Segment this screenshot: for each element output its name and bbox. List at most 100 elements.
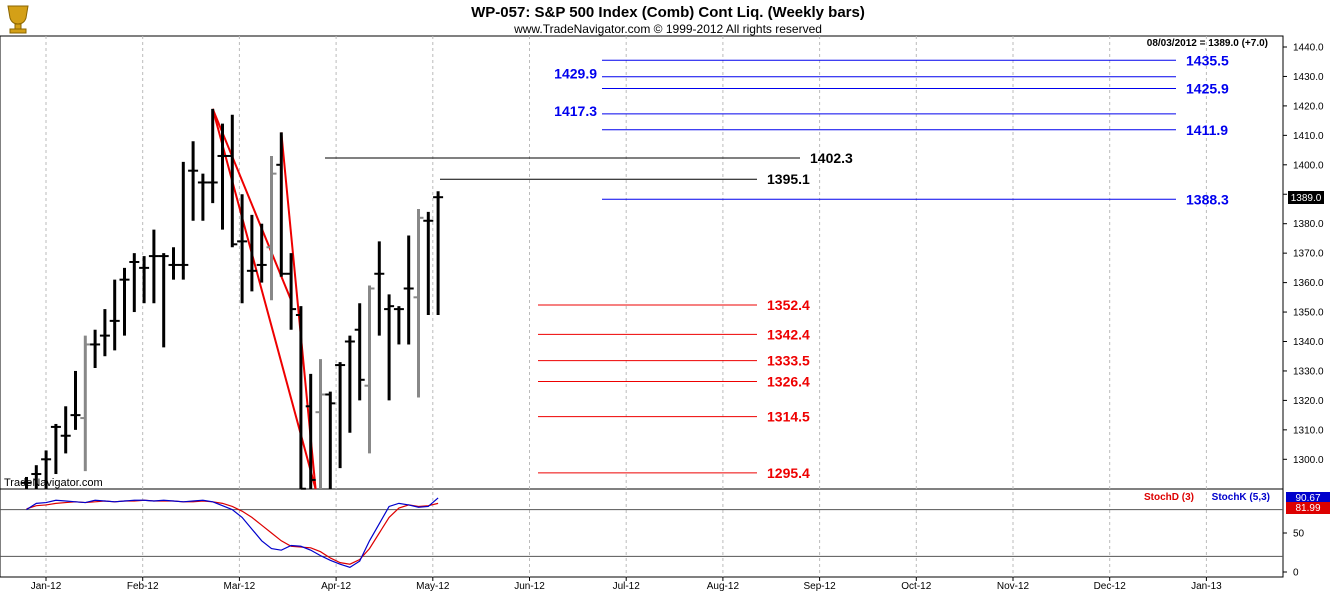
price-bar	[266, 155, 277, 301]
svg-text:1389.0: 1389.0	[1291, 193, 1322, 204]
price-bar	[246, 214, 257, 292]
price-bars	[21, 108, 444, 490]
y-tick-label: 1300.0	[1293, 455, 1324, 466]
price-bar	[305, 373, 316, 489]
price-readout: 08/03/2012 = 1389.0 (+7.0)	[1147, 38, 1268, 49]
level-label: 1326.4	[767, 374, 810, 390]
x-tick-label: Feb-12	[127, 581, 159, 592]
y-tick-label: 1410.0	[1293, 131, 1324, 142]
chart-subtitle: www.TradeNavigator.com © 1999-2012 All r…	[513, 22, 822, 36]
stochk-legend: StochK (5,3)	[1212, 492, 1270, 503]
level-label: 1352.4	[767, 297, 810, 313]
trophy-icon	[7, 5, 29, 34]
logo	[7, 5, 29, 34]
price-bar	[295, 306, 306, 490]
price-bar	[325, 391, 336, 489]
x-tick-label: Jul-12	[613, 581, 641, 592]
x-tick-label: Jun-12	[514, 581, 545, 592]
level-label: 1402.3	[810, 150, 853, 166]
y-tick-label: 1320.0	[1293, 396, 1324, 407]
price-bar	[256, 223, 267, 283]
last-price-badge: 1389.0	[1288, 191, 1324, 204]
price-bar	[423, 211, 434, 315]
level-label: 1342.4	[767, 326, 810, 342]
y-tick-label: 1340.0	[1293, 337, 1324, 348]
price-bar	[139, 256, 150, 304]
stoch-levels	[0, 509, 1283, 557]
price-bar	[276, 132, 287, 277]
price-bar	[80, 335, 91, 472]
x-tick-label: Apr-12	[321, 581, 351, 592]
x-tick-label: Jan-13	[1191, 581, 1222, 592]
price-bar	[393, 306, 404, 345]
price-bar	[217, 123, 228, 230]
price-bar	[109, 279, 120, 351]
price-bar	[227, 114, 238, 248]
stochd-legend: StochD (3)	[1144, 492, 1194, 503]
price-bar	[90, 329, 101, 369]
price-bar	[335, 362, 346, 469]
level-label: 1425.9	[1186, 81, 1229, 97]
level-label: 1435.5	[1186, 52, 1229, 68]
price-bar	[50, 423, 61, 475]
price-bar	[70, 370, 81, 430]
price-levels: 1435.5 1429.9 1425.9 1417.3 1411.9 1402.31395…	[325, 52, 1229, 481]
chart-title: WP-057: S&P 500 Index (Comb) Cont Liq. (…	[471, 4, 865, 21]
price-bar	[364, 285, 375, 454]
x-gridlines	[45, 36, 1207, 577]
x-tick-label: Nov-12	[997, 581, 1030, 592]
level-label: 1411.9	[1186, 122, 1228, 138]
x-tick-label: Dec-12	[1094, 581, 1127, 592]
price-bar	[41, 450, 52, 489]
time-axis: Jan-12 Feb-12 Mar-12 Apr-12 May-12 Jun-12 Jul-…	[31, 577, 1222, 592]
price-bar	[188, 141, 199, 221]
x-tick-label: Oct-12	[901, 581, 931, 592]
svg-text:90.67: 90.67	[1295, 493, 1320, 504]
stochk-readout: 90.67	[1286, 492, 1330, 504]
price-bar	[374, 241, 385, 336]
stochastic-lines	[26, 497, 439, 568]
level-label: 1388.3	[1186, 191, 1229, 207]
y-tick-label: 1380.0	[1293, 219, 1324, 230]
stoch-tick-label: 50	[1293, 529, 1305, 540]
y-tick-label: 1310.0	[1293, 425, 1324, 436]
y-tick-label: 1430.0	[1293, 72, 1324, 83]
x-tick-label: Jan-12	[31, 581, 62, 592]
y-tick-label: 1330.0	[1293, 366, 1324, 377]
stochk-line	[26, 497, 439, 568]
y-tick-label: 1370.0	[1293, 249, 1324, 260]
stoch-axis: 50 0	[1283, 529, 1305, 579]
level-label: 1395.1	[767, 171, 810, 187]
price-bar	[21, 476, 32, 489]
price-bar	[168, 247, 179, 280]
level-label: 1314.5	[767, 409, 810, 425]
level-label: 1429.9	[554, 66, 597, 82]
price-bar	[403, 235, 414, 345]
level-label: 1417.3	[554, 103, 597, 119]
price-bar	[31, 465, 42, 489]
level-label: 1295.4	[767, 465, 810, 481]
stochd-line	[26, 499, 439, 565]
svg-text:81.99: 81.99	[1295, 503, 1320, 514]
x-tick-label: Aug-12	[707, 581, 740, 592]
y-tick-label: 1420.0	[1293, 101, 1324, 112]
stoch-tick-label: 0	[1293, 568, 1299, 579]
price-bar	[99, 309, 110, 357]
level-label: 1333.5	[767, 353, 810, 369]
price-bar	[433, 191, 444, 315]
price-bar	[129, 253, 140, 313]
price-bar	[344, 335, 355, 433]
trendline	[211, 108, 317, 490]
price-bar	[384, 294, 395, 401]
y-tick-label: 1360.0	[1293, 278, 1324, 289]
price-bar	[60, 406, 71, 454]
y-tick-label: 1350.0	[1293, 308, 1324, 319]
price-axis: 1440.01430.01420.01410.01400.01390.01380…	[1283, 43, 1324, 466]
price-bar	[119, 267, 130, 336]
price-bar	[207, 108, 218, 204]
price-bar	[354, 303, 365, 401]
price-bar	[197, 173, 208, 221]
trendline	[211, 108, 293, 301]
price-bar	[286, 253, 297, 330]
